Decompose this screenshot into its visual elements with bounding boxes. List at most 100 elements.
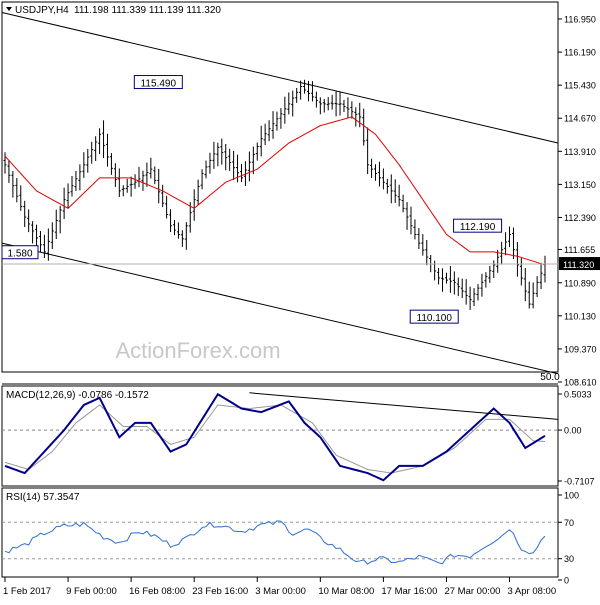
price-bar — [121, 185, 125, 197]
price-bar — [157, 168, 161, 204]
price-bar — [539, 262, 543, 290]
price-annotation: 115.490 — [133, 75, 183, 90]
macd-signal-line — [4, 404, 546, 474]
price-bar — [314, 91, 318, 108]
ma-line — [4, 116, 546, 266]
price-bar — [165, 195, 169, 219]
price-bar — [303, 79, 307, 94]
rsi-tick-label: 70 — [564, 518, 574, 528]
price-bar — [82, 152, 86, 178]
annotation-label: 115.490 — [141, 79, 177, 90]
ohlc-values: 111.198 111.339 111.139 111.320 — [74, 5, 221, 16]
price-annotation: 50.0 — [540, 372, 560, 383]
price-bar — [287, 92, 291, 115]
price-tick-label: 113.910 — [564, 147, 596, 157]
price-tick-label: 116.950 — [564, 15, 596, 25]
price-bar — [326, 97, 330, 111]
price-bar — [330, 94, 334, 110]
annotation-label: 50.0 — [540, 372, 560, 383]
price-bar — [15, 177, 19, 203]
macd-tick-label: 0.5033 — [564, 390, 592, 400]
current-price-tag: 111.320 — [559, 257, 600, 271]
x-tick-label: 27 Mar 00:00 — [444, 586, 500, 597]
price-bar — [279, 108, 283, 129]
price-bar — [224, 143, 228, 171]
price-bar — [515, 242, 519, 277]
rsi-panel-frame — [1, 487, 559, 578]
price-bar — [307, 80, 311, 102]
price-bar — [204, 160, 208, 179]
x-tick-label: 16 Feb 08:00 — [129, 586, 185, 597]
price-bar — [113, 163, 117, 187]
price-bar — [322, 98, 326, 113]
price-bar — [531, 282, 535, 309]
price-bar — [488, 265, 492, 283]
price-bar — [188, 202, 192, 233]
x-tick-label: 3 Mar 00:00 — [255, 586, 306, 597]
macd-panel-frame — [1, 385, 559, 487]
price-tick-label: 109.370 — [564, 344, 597, 354]
price-bar — [251, 146, 255, 175]
price-bar — [62, 187, 66, 219]
rsi-tick-label: 0 — [564, 576, 569, 586]
price-bar — [468, 286, 472, 310]
price-bar — [354, 107, 358, 127]
annotation-box — [1, 245, 39, 260]
price-bar — [425, 240, 429, 266]
annotation-box — [453, 218, 503, 233]
price-bar — [299, 80, 303, 100]
collapse-triangle-icon[interactable] — [6, 7, 12, 11]
price-bar — [105, 133, 109, 167]
price-tick-label: 113.150 — [564, 180, 596, 190]
main-panel-frame — [1, 1, 559, 373]
trendlines — [1, 11, 559, 375]
price-bar — [31, 221, 35, 244]
price-bar — [117, 168, 121, 197]
price-bar — [196, 179, 200, 205]
price-bar — [54, 209, 58, 240]
price-bar — [58, 205, 62, 234]
price-bar — [78, 164, 82, 191]
price-bar — [350, 101, 354, 119]
price-bar — [86, 148, 90, 173]
price-bar — [437, 268, 441, 285]
price-bar — [133, 174, 137, 189]
price-bar — [519, 258, 523, 286]
price-bar — [421, 234, 425, 256]
price-bar — [125, 178, 129, 193]
price-bar — [448, 265, 452, 293]
price-bar — [342, 99, 346, 112]
price-bar — [492, 260, 496, 278]
price-bar — [444, 272, 448, 284]
price-bar — [476, 284, 480, 301]
price-bar — [50, 222, 54, 249]
price-tick-label: 111.655 — [564, 245, 595, 255]
price-bar — [338, 91, 342, 116]
price-bar — [137, 166, 141, 188]
price-tick-label: 110.890 — [564, 278, 596, 288]
price-bar — [377, 161, 381, 187]
price-bar — [70, 175, 74, 197]
price-bar — [259, 125, 263, 157]
moving-average — [4, 116, 546, 266]
price-bar — [200, 169, 204, 190]
price-bar — [271, 111, 275, 139]
price-bar — [374, 164, 378, 181]
price-bar — [98, 128, 102, 155]
rsi-title: RSI(14) 57.3547 — [6, 492, 80, 503]
annotation-box — [133, 75, 183, 90]
price-bar — [27, 209, 31, 233]
price-bar — [141, 170, 145, 191]
x-tick-label: 9 Feb 00:00 — [66, 586, 117, 597]
price-bar — [161, 184, 165, 208]
price-annotation: 110.100 — [409, 309, 459, 324]
price-bar — [153, 166, 157, 185]
rsi-line — [4, 520, 546, 565]
price-bar — [3, 152, 7, 174]
trendline-lower — [1, 242, 559, 375]
price-bar — [405, 202, 409, 230]
price-annotation: 1.580 — [1, 245, 39, 260]
price-bar — [535, 276, 539, 298]
price-bar — [94, 136, 98, 161]
price-bar — [149, 157, 153, 179]
